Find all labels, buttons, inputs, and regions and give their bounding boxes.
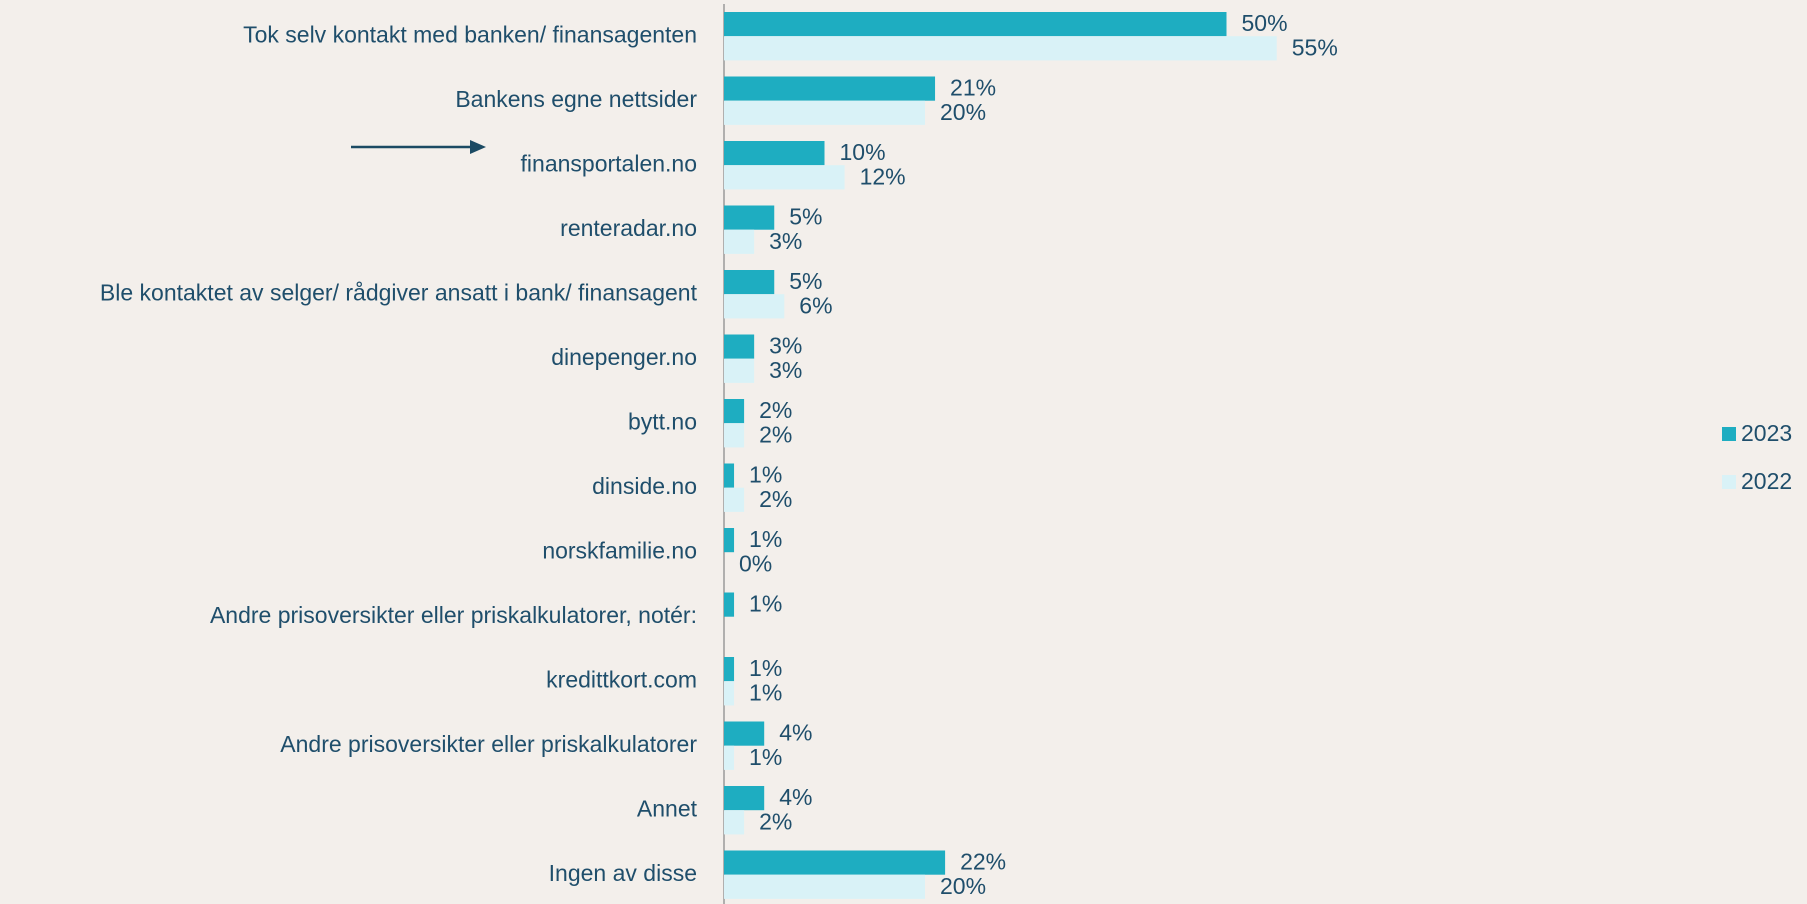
bar — [724, 229, 755, 254]
value-label: 0% — [739, 550, 772, 576]
bar — [724, 294, 785, 319]
bar — [724, 786, 765, 811]
bar — [724, 657, 735, 682]
category-label: norskfamilie.no — [542, 537, 697, 563]
category-label: kredittkort.com — [546, 666, 697, 692]
bar — [724, 850, 946, 875]
category-label: Ingen av disse — [549, 860, 697, 886]
legend-swatch — [1722, 475, 1736, 489]
bar — [724, 874, 925, 899]
value-label: 2% — [759, 808, 792, 834]
value-label: 12% — [860, 163, 906, 189]
bar — [724, 810, 745, 835]
category-label: Ble kontaktet av selger/ rådgiver ansatt… — [100, 279, 698, 305]
legend-label: 2023 — [1741, 420, 1792, 446]
category-label: renteradar.no — [560, 215, 697, 241]
bar — [724, 165, 845, 190]
value-label: 2% — [759, 397, 792, 423]
value-label: 3% — [769, 357, 802, 383]
legend-label: 2022 — [1741, 468, 1792, 494]
category-label: Andre prisoversikter eller priskalkulato… — [210, 602, 697, 628]
bar — [724, 463, 735, 488]
value-label: 3% — [769, 228, 802, 254]
bar — [724, 36, 1277, 61]
value-label: 1% — [749, 655, 782, 681]
bar — [724, 334, 755, 359]
value-label: 20% — [940, 99, 986, 125]
bar — [724, 100, 925, 125]
value-label: 1% — [749, 679, 782, 705]
category-label: Annet — [637, 795, 698, 821]
bar — [724, 358, 755, 383]
bar — [724, 721, 765, 746]
value-label: 1% — [749, 526, 782, 552]
value-label: 1% — [749, 744, 782, 770]
arrow — [351, 140, 486, 154]
bar — [724, 76, 936, 101]
bar — [724, 681, 735, 706]
bar — [724, 205, 775, 230]
category-label: Tok selv kontakt med banken/ finansagent… — [243, 21, 697, 47]
value-label: 50% — [1242, 10, 1288, 36]
value-label: 5% — [789, 204, 822, 230]
value-label: 4% — [779, 784, 812, 810]
category-label: dinside.no — [592, 473, 697, 499]
bar — [724, 487, 745, 512]
value-label: 3% — [769, 333, 802, 359]
bar — [724, 423, 745, 448]
value-label: 1% — [749, 462, 782, 488]
bar — [724, 141, 825, 166]
value-label: 1% — [749, 591, 782, 617]
bar — [724, 592, 735, 617]
bar — [724, 270, 775, 295]
value-label: 21% — [950, 75, 996, 101]
value-label: 5% — [789, 268, 822, 294]
legend-swatch — [1722, 427, 1736, 441]
category-label: dinepenger.no — [551, 344, 697, 370]
value-label: 22% — [960, 849, 1006, 875]
value-label: 10% — [840, 139, 886, 165]
bar — [724, 528, 735, 553]
value-label: 20% — [940, 873, 986, 899]
category-label: finansportalen.no — [521, 150, 697, 176]
value-label: 2% — [759, 486, 792, 512]
category-label: Andre prisoversikter eller priskalkulato… — [280, 731, 697, 757]
bar — [724, 745, 735, 770]
bar — [724, 12, 1227, 37]
value-label: 4% — [779, 720, 812, 746]
value-label: 6% — [799, 292, 832, 318]
bar — [724, 399, 745, 424]
value-label: 2% — [759, 421, 792, 447]
value-label: 55% — [1292, 34, 1338, 60]
category-label: bytt.no — [628, 408, 697, 434]
category-label: Bankens egne nettsider — [455, 86, 697, 112]
